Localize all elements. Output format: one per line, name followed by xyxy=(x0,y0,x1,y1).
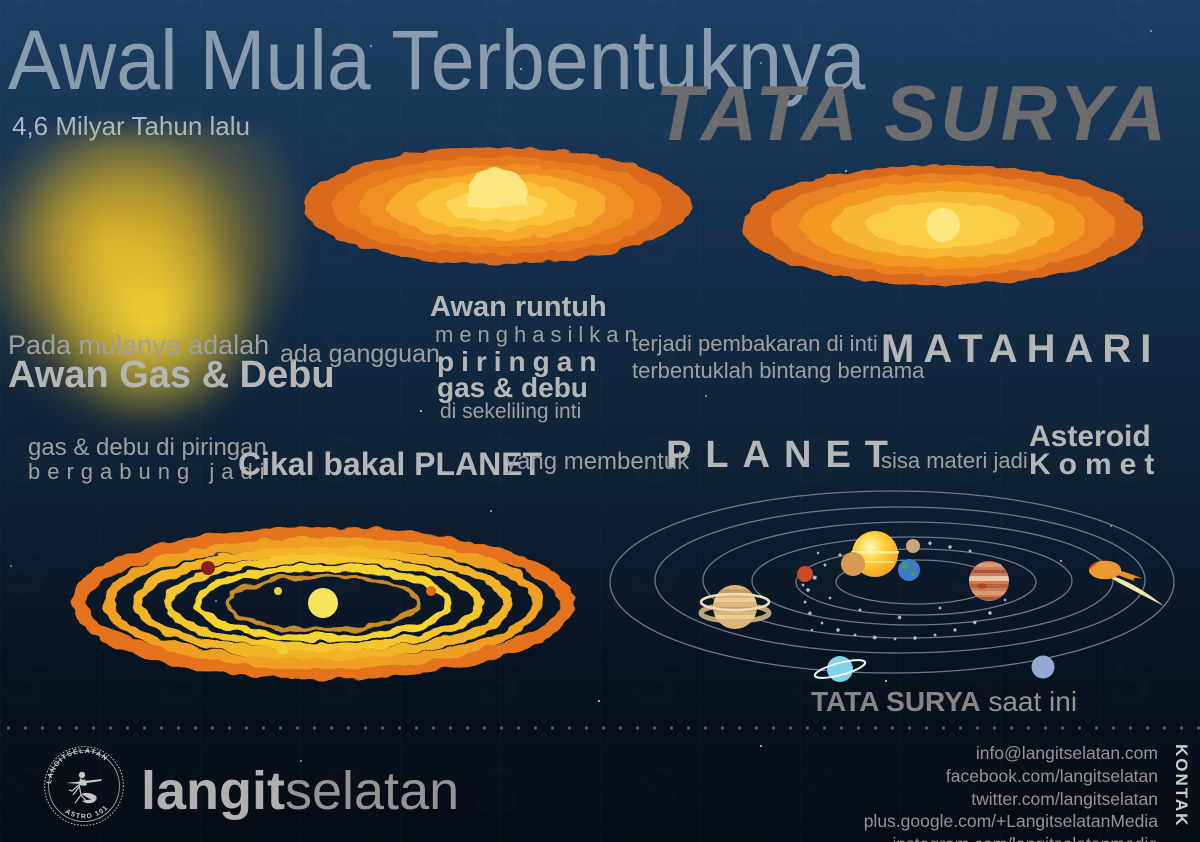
svg-text:LANGITSELATAN: LANGITSELATAN xyxy=(46,748,109,784)
svg-text:ASTRO 101: ASTRO 101 xyxy=(64,804,110,820)
